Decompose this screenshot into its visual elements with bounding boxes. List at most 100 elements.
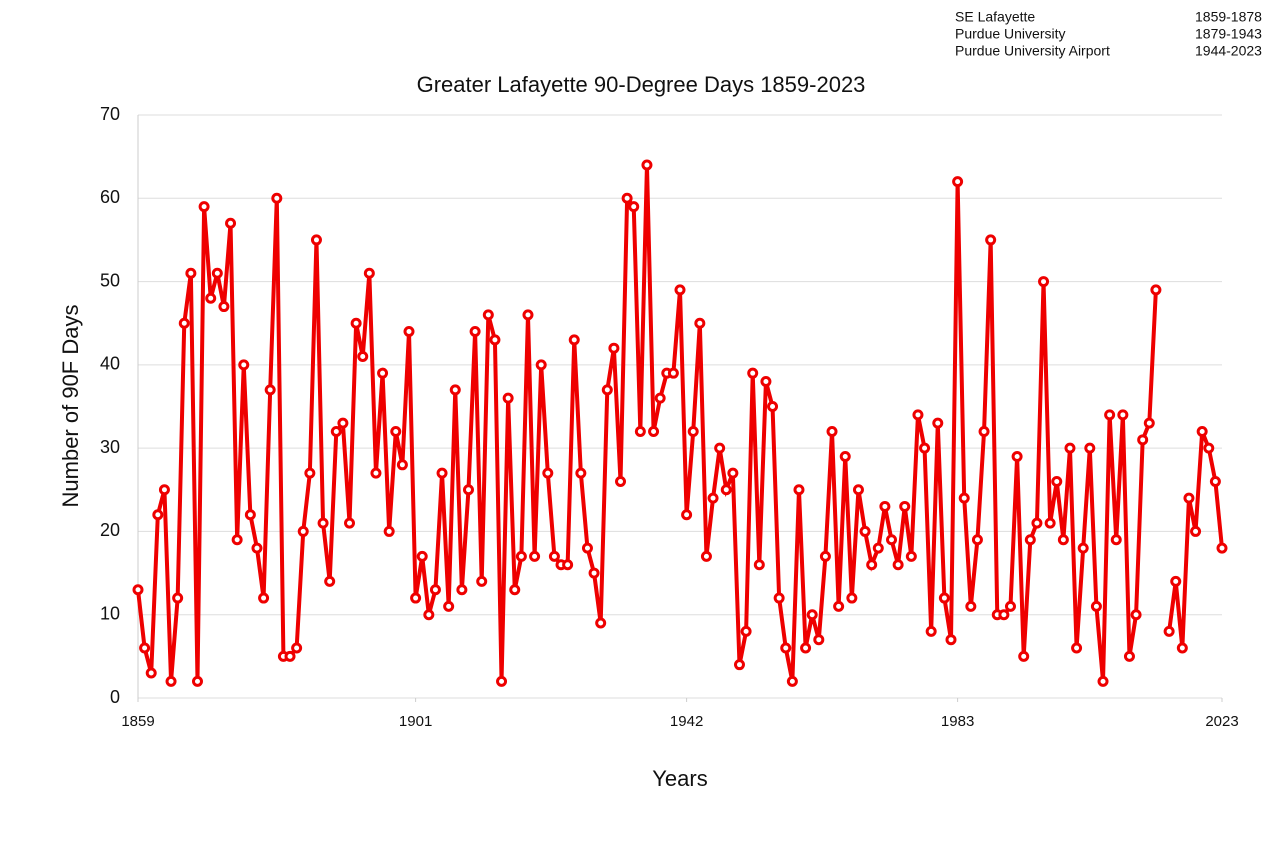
data-point — [786, 675, 798, 687]
y-tick-label: 20 — [100, 520, 120, 540]
data-point — [462, 484, 474, 496]
data-point — [330, 425, 342, 437]
data-point — [753, 559, 765, 571]
data-point — [1170, 575, 1182, 587]
data-point — [548, 550, 560, 562]
y-axis-label: Number of 90F Days — [58, 305, 83, 508]
data-point — [800, 642, 812, 654]
data-point — [198, 201, 210, 213]
data-point — [489, 334, 501, 346]
data-point — [733, 659, 745, 671]
data-point — [905, 550, 917, 562]
data-point — [859, 525, 871, 537]
chart-title: Greater Lafayette 90-Degree Days 1859-20… — [417, 72, 866, 97]
data-point — [416, 550, 428, 562]
data-point — [443, 600, 455, 612]
station-years: 1859-1878 — [1195, 9, 1262, 25]
data-point — [998, 609, 1010, 621]
data-point — [251, 542, 263, 554]
station-years: 1944-2023 — [1195, 43, 1262, 59]
data-point — [1203, 442, 1215, 454]
data-point — [231, 534, 243, 546]
data-point — [740, 625, 752, 637]
data-point — [648, 425, 660, 437]
y-tick-label: 10 — [100, 603, 120, 623]
data-point — [542, 467, 554, 479]
data-point — [952, 176, 964, 188]
data-point — [238, 359, 250, 371]
data-point — [225, 217, 237, 229]
data-point — [178, 317, 190, 329]
x-tick-label: 1983 — [941, 713, 974, 730]
data-point — [139, 642, 151, 654]
data-point — [191, 675, 203, 687]
data-point — [522, 309, 534, 321]
data-point — [1150, 284, 1162, 296]
data-point — [317, 517, 329, 529]
data-point — [575, 467, 587, 479]
data-point — [496, 675, 508, 687]
data-point — [971, 534, 983, 546]
data-point — [852, 484, 864, 496]
data-point — [588, 567, 600, 579]
data-point — [145, 667, 157, 679]
data-point — [535, 359, 547, 371]
data-point — [886, 534, 898, 546]
y-tick-label: 50 — [100, 270, 120, 290]
data-point — [674, 284, 686, 296]
data-point — [1090, 600, 1102, 612]
data-point — [1038, 276, 1050, 288]
data-point — [1077, 542, 1089, 554]
data-point — [925, 625, 937, 637]
station-years: 1879-1943 — [1195, 26, 1262, 42]
data-point — [456, 584, 468, 596]
data-point — [919, 442, 931, 454]
data-point — [628, 201, 640, 213]
x-tick-label: 1859 — [121, 713, 154, 730]
data-point — [357, 351, 369, 363]
data-point — [806, 609, 818, 621]
data-point — [1084, 442, 1096, 454]
x-tick-label: 2023 — [1205, 713, 1238, 730]
x-axis-label: Years — [652, 766, 707, 791]
data-point — [1018, 650, 1030, 662]
data-point — [965, 600, 977, 612]
data-point — [641, 159, 653, 171]
data-point — [1216, 542, 1228, 554]
data-point — [1004, 600, 1016, 612]
data-point — [932, 417, 944, 429]
data-point — [846, 592, 858, 604]
data-point — [839, 450, 851, 462]
data-point — [912, 409, 924, 421]
data-point — [350, 317, 362, 329]
data-point — [1190, 525, 1202, 537]
data-point — [158, 484, 170, 496]
data-line — [136, 164, 1224, 682]
data-point — [872, 542, 884, 554]
data-point — [899, 500, 911, 512]
data-point — [615, 475, 627, 487]
data-point — [476, 575, 488, 587]
data-point — [760, 376, 772, 388]
data-point — [410, 592, 422, 604]
data-point — [1137, 434, 1149, 446]
data-point — [529, 550, 541, 562]
y-tick-label: 40 — [100, 354, 120, 374]
x-tick-label: 1901 — [399, 713, 432, 730]
data-point — [271, 192, 283, 204]
data-point — [337, 417, 349, 429]
data-point — [714, 442, 726, 454]
y-tick-label: 60 — [100, 187, 120, 207]
data-point — [938, 592, 950, 604]
data-point — [595, 617, 607, 629]
y-tick-label: 30 — [100, 437, 120, 457]
data-point — [773, 592, 785, 604]
data-point — [502, 392, 514, 404]
data-point — [654, 392, 666, 404]
data-point — [985, 234, 997, 246]
data-point — [258, 592, 270, 604]
data-point — [482, 309, 494, 321]
data-point — [879, 500, 891, 512]
data-point — [1110, 534, 1122, 546]
data-point — [581, 542, 593, 554]
